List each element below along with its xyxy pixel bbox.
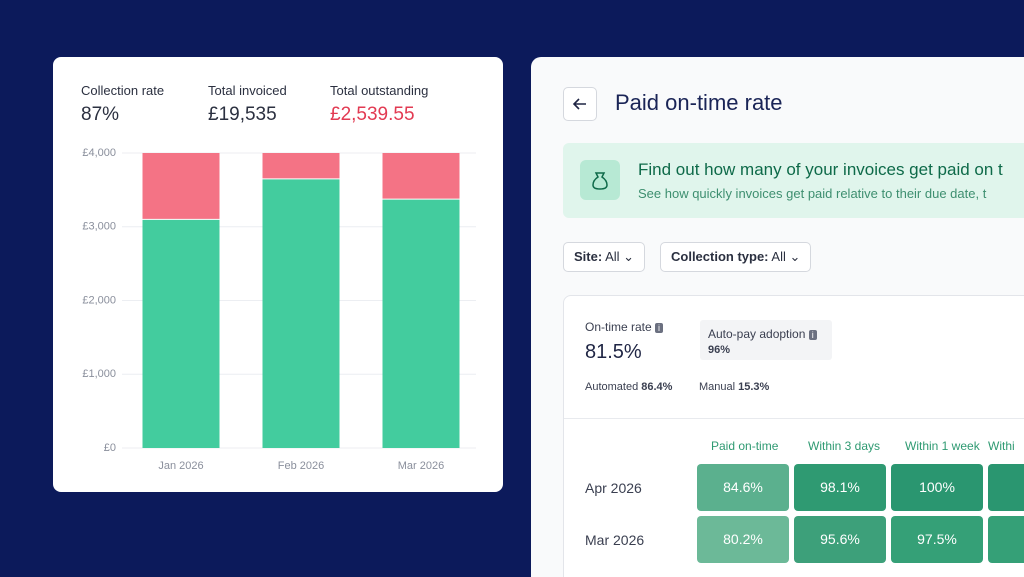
- rate-cell: 80.2%: [697, 516, 789, 563]
- info-banner: Find out how many of your invoices get p…: [563, 143, 1024, 218]
- label: Automated: [585, 381, 639, 393]
- collection-type-filter[interactable]: Collection type: All ⌄: [660, 242, 812, 272]
- bar-segment: [262, 178, 340, 448]
- label: On-time rate: [585, 320, 652, 334]
- on-time-value: 81.5%: [585, 341, 642, 363]
- bar-segment: [382, 153, 460, 200]
- x-tick-label: Jan 2026: [158, 460, 203, 472]
- banner-text: See how quickly invoices get paid relati…: [638, 186, 987, 201]
- page: Collection rate 87% Total invoiced £19,5…: [53, 57, 1024, 577]
- filter-value: All: [771, 249, 786, 264]
- rate-card: On-time rate i 81.5% Auto-pay adoption i…: [563, 295, 1024, 577]
- page-title: Paid on-time rate: [615, 90, 783, 115]
- site-filter[interactable]: Site: All ⌄: [563, 242, 646, 272]
- manual-stat: Manual 15.3%: [699, 381, 769, 393]
- row-label: Apr 2026: [585, 480, 642, 496]
- bar-segment: [262, 153, 340, 179]
- y-tick-label: £1,000: [82, 368, 116, 380]
- x-tick-label: Feb 2026: [278, 460, 324, 472]
- banner-icon: [580, 160, 620, 200]
- filter-label: Site:: [574, 249, 603, 264]
- label: Manual: [699, 381, 736, 393]
- x-tick-label: Mar 2026: [398, 460, 444, 472]
- divider: [564, 418, 1024, 419]
- collection-card: Collection rate 87% Total invoiced £19,5…: [53, 57, 503, 492]
- value: 86.4%: [641, 381, 673, 393]
- stat-label: Total invoiced: [208, 83, 287, 98]
- money-bag-icon: [592, 172, 608, 190]
- back-button[interactable]: [563, 87, 597, 121]
- rate-cell: 95.6%: [794, 516, 886, 563]
- rate-cell: 98.1%: [794, 464, 886, 511]
- stat-value: 87%: [81, 104, 120, 125]
- rate-cell: 100%: [891, 464, 983, 511]
- column-header: Paid on-time: [711, 439, 779, 453]
- banner-title: Find out how many of your invoices get p…: [638, 160, 1003, 179]
- report-panel: Paid on-time rate Find out how many of y…: [531, 57, 1024, 577]
- column-header: Within 1 week: [905, 439, 980, 453]
- stat-value: £19,535: [208, 104, 277, 125]
- automated-stat: Automated 86.4%: [585, 381, 672, 393]
- chart: £0 £1,000 £2,000 £3,000 £4,000 Jan 2026 Feb 20…: [82, 147, 476, 472]
- y-tick-label: £2,000: [82, 294, 116, 306]
- bar-segment: [142, 153, 220, 220]
- row-label: Mar 2026: [585, 532, 645, 548]
- rate-cell: [988, 464, 1024, 511]
- autopay-label: Auto-pay adoption i: [708, 327, 817, 341]
- rate-cell: 97.5%: [891, 516, 983, 563]
- bar-segment: [142, 219, 220, 448]
- bar-segment: [382, 199, 460, 448]
- back-icon: [572, 98, 586, 110]
- value: 15.3%: [738, 381, 770, 393]
- column-header: Withi: [988, 439, 1015, 453]
- info-icon: i: [808, 330, 817, 340]
- stat-label: Collection rate: [81, 83, 165, 98]
- y-tick-label: £4,000: [82, 147, 116, 159]
- info-icon: i: [655, 323, 664, 333]
- rate-cell: 84.6%: [697, 464, 789, 511]
- on-time-label: On-time rate i: [585, 320, 664, 334]
- filter-value: All: [605, 249, 620, 264]
- rate-cell: [988, 516, 1024, 563]
- column-header: Within 3 days: [808, 439, 881, 453]
- y-tick-label: £0: [104, 442, 116, 454]
- autopay-box: Auto-pay adoption i 96%: [700, 320, 832, 360]
- filter-label: Collection type:: [671, 249, 769, 264]
- stat-value: £2,539.55: [330, 104, 415, 125]
- label: Auto-pay adoption: [708, 327, 806, 341]
- autopay-value: 96%: [708, 344, 731, 356]
- y-tick-label: £3,000: [82, 221, 116, 233]
- stat-label: Total outstanding: [330, 83, 429, 98]
